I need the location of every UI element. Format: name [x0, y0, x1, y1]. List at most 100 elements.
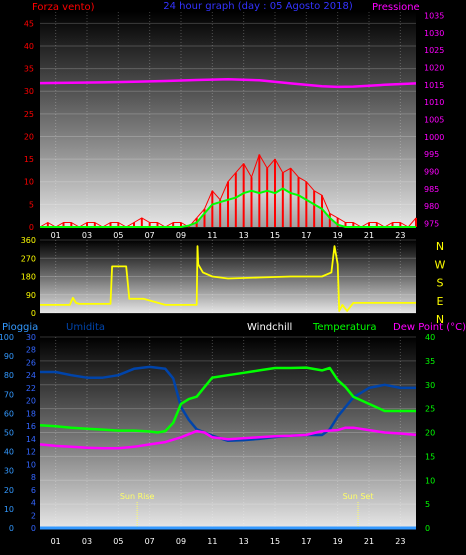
hour-tick-label: 15 [270, 537, 280, 546]
hour-tick-label: 17 [301, 231, 311, 240]
wind-tick-label: 10 [24, 178, 34, 187]
sun-marker-label: Sun Set [343, 492, 374, 501]
pressure-line [39, 78, 417, 89]
wind-pressure-panel: 0510152025303540459759809859909951000100… [24, 1, 445, 240]
wind-tick-label: 35 [24, 65, 34, 74]
hour-tick-label: 15 [270, 231, 280, 240]
pressure-tick-label: 1035 [424, 11, 444, 20]
temperature-tick-label: 0 [425, 524, 430, 533]
hour-tick-label: 09 [176, 537, 186, 546]
pressure-tick-label: 1015 [424, 81, 444, 90]
hour-tick-label: 21 [364, 537, 374, 546]
direction-grid [40, 239, 416, 314]
compass-label: W [435, 258, 446, 271]
sun-marker-label: Sun Rise [120, 492, 155, 501]
temperature-tick-label: 30 [425, 381, 435, 390]
hour-tick-label: 11 [207, 537, 217, 546]
rain-tick-label: 10 [4, 505, 14, 514]
humidity-tick-label: 2 [31, 511, 36, 520]
humidity-tick-label: 12 [26, 448, 36, 457]
compass-label: N [436, 313, 444, 326]
wind-axis-title: Forza vento) [32, 2, 95, 13]
direction-series [40, 245, 416, 312]
hour-tick-label: 05 [113, 537, 123, 546]
temperature-tick-label: 20 [425, 429, 435, 438]
hour-tick-label: 01 [51, 537, 61, 546]
wind-tick-label: 30 [24, 87, 34, 96]
humidity-tick-label: 22 [26, 384, 36, 393]
temperature-axis-title: Temperatura [312, 322, 377, 333]
hour-tick-label: 13 [239, 537, 249, 546]
humidity-axis-title: Umidita [66, 322, 105, 333]
temperature-panel: Sun Rise Sun Set 010203040506070809010002… [0, 322, 466, 546]
compass-label: S [437, 277, 444, 290]
wind-tick-labels: 0510152025303540459759809859909951000100… [24, 11, 445, 240]
pressure-tick-label: 980 [424, 202, 439, 211]
temperature-plot-area [40, 337, 416, 528]
pressure-tick-label: 1000 [424, 133, 444, 142]
temperature-tick-label: 35 [425, 357, 435, 366]
temperature-tick-label: 40 [425, 333, 435, 342]
compass-label: N [436, 240, 444, 253]
humidity-tick-label: 8 [31, 473, 36, 482]
humidity-tick-label: 14 [26, 435, 36, 444]
dewpoint-axis-title: Dew Point (°C) [393, 322, 466, 333]
hour-tick-label: 23 [395, 231, 405, 240]
direction-tick-label: 270 [21, 254, 36, 263]
rain-tick-label: 50 [4, 429, 14, 438]
hour-tick-label: 19 [333, 231, 343, 240]
pressure-tick-label: 1020 [424, 63, 444, 72]
pressure-tick-label: 975 [424, 220, 439, 229]
humidity-tick-label: 18 [26, 409, 36, 418]
sun-annotations: Sun Rise Sun Set [120, 492, 374, 528]
wind-tick-label: 40 [24, 42, 34, 51]
hour-tick-label: 11 [207, 231, 217, 240]
pressure-tick-label: 985 [424, 185, 439, 194]
hour-tick-label: 23 [395, 537, 405, 546]
wind-tick-label: 0 [29, 223, 34, 232]
temperature-tick-label: 10 [425, 476, 435, 485]
hour-tick-label: 05 [113, 231, 123, 240]
hour-tick-label: 07 [145, 537, 155, 546]
windchill-label: Windchill [247, 322, 292, 333]
direction-tick-label: 90 [26, 291, 36, 300]
wind-tick-label: 45 [24, 19, 34, 28]
humidity-tick-label: 6 [31, 486, 36, 495]
temperature-tick-label: 15 [425, 452, 435, 461]
wind-tick-label: 25 [24, 110, 34, 119]
pressure-tick-label: 990 [424, 168, 439, 177]
humidity-tick-label: 30 [26, 333, 36, 342]
humidity-tick-label: 10 [26, 460, 36, 469]
temperature-tick-label: 25 [425, 405, 435, 414]
rain-tick-label: 20 [4, 486, 14, 495]
hour-tick-label: 07 [145, 231, 155, 240]
rain-axis-title: Pioggia [2, 322, 38, 333]
rain-tick-label: 100 [0, 333, 14, 342]
compass-label: E [437, 295, 444, 308]
pressure-tick-label: 1005 [424, 116, 444, 125]
humidity-tick-label: 24 [26, 371, 36, 380]
rain-tick-label: 0 [9, 524, 14, 533]
wind-series [39, 78, 417, 228]
wind-tick-label: 15 [24, 155, 34, 164]
chart-title: 24 hour graph (day : 05 Agosto 2018) [163, 1, 353, 12]
temperature-series [39, 365, 417, 530]
direction-tick-label: 360 [21, 236, 36, 245]
wind-tick-label: 5 [29, 200, 34, 209]
wind-avg-line [40, 187, 416, 228]
humidity-tick-label: 0 [31, 524, 36, 533]
temperature-line [39, 366, 416, 434]
hour-tick-label: 13 [239, 231, 249, 240]
rain-tick-label: 70 [4, 390, 14, 399]
hour-tick-label: 21 [364, 231, 374, 240]
humidity-tick-label: 4 [31, 499, 36, 508]
rain-tick-label: 80 [4, 371, 14, 380]
humidity-tick-label: 16 [26, 422, 36, 431]
dewpoint-line [39, 426, 417, 450]
rain-tick-label: 30 [4, 467, 14, 476]
wind-direction-line [40, 245, 416, 312]
hour-tick-label: 03 [82, 231, 92, 240]
